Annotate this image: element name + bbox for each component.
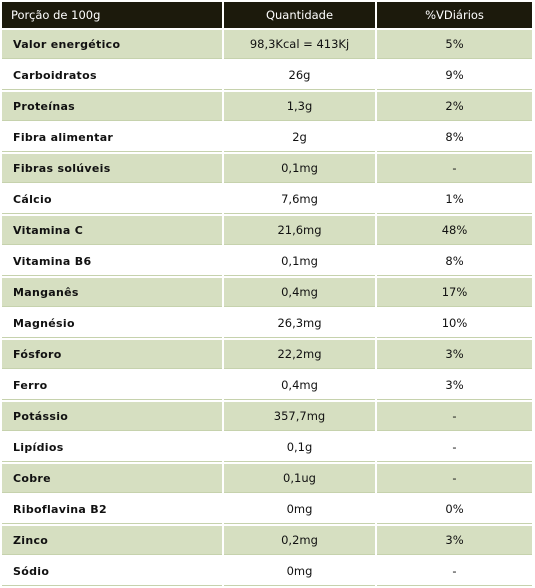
table-row: Carboidratos 26g 9% — [2, 61, 532, 90]
table-row: Magnésio 26,3mg 10% — [2, 309, 532, 338]
nutrient-daily-value: 5% — [377, 30, 532, 59]
table-row: Lipídios 0,1g - — [2, 433, 532, 462]
nutrient-name: Magnésio — [2, 309, 222, 338]
nutrient-daily-value: 48% — [377, 216, 532, 245]
header-quantity: Quantidade — [224, 2, 375, 28]
nutrient-daily-value: 10% — [377, 309, 532, 338]
nutrient-name: Cálcio — [2, 185, 222, 214]
nutrient-daily-value: 3% — [377, 340, 532, 369]
nutrient-name: Fósforo — [2, 340, 222, 369]
nutrient-daily-value: 9% — [377, 61, 532, 90]
nutrient-daily-value: - — [377, 154, 532, 183]
table-row: Manganês 0,4mg 17% — [2, 278, 532, 307]
nutrient-name: Fibra alimentar — [2, 123, 222, 152]
table-row: Proteínas 1,3g 2% — [2, 92, 532, 121]
table-row: Fibras solúveis 0,1mg - — [2, 154, 532, 183]
nutrient-daily-value: 8% — [377, 247, 532, 276]
nutrient-name: Zinco — [2, 526, 222, 555]
nutrient-name: Lipídios — [2, 433, 222, 462]
nutrient-quantity: 0,1g — [224, 433, 375, 462]
nutrient-quantity: 0,1mg — [224, 154, 375, 183]
nutrient-name: Proteínas — [2, 92, 222, 121]
table-row: Zinco 0,2mg 3% — [2, 526, 532, 555]
table-body: Valor energético 98,3Kcal = 413Kj 5% Car… — [2, 30, 532, 586]
table-row: Potássio 357,7mg - — [2, 402, 532, 431]
nutrient-name: Sódio — [2, 557, 222, 586]
nutrient-daily-value: 2% — [377, 92, 532, 121]
nutrient-quantity: 0,1ug — [224, 464, 375, 493]
nutrient-daily-value: - — [377, 433, 532, 462]
nutrient-quantity: 21,6mg — [224, 216, 375, 245]
table-row: Riboflavina B2 0mg 0% — [2, 495, 532, 524]
nutrient-daily-value: 3% — [377, 526, 532, 555]
table-row: Ferro 0,4mg 3% — [2, 371, 532, 400]
nutrient-quantity: 357,7mg — [224, 402, 375, 431]
nutrient-name: Vitamina C — [2, 216, 222, 245]
nutrient-daily-value: 0% — [377, 495, 532, 524]
table-row: Sódio 0mg - — [2, 557, 532, 586]
nutrient-quantity: 0,1mg — [224, 247, 375, 276]
nutrient-daily-value: - — [377, 402, 532, 431]
nutrient-quantity: 98,3Kcal = 413Kj — [224, 30, 375, 59]
nutrient-name: Cobre — [2, 464, 222, 493]
table-row: Vitamina B6 0,1mg 8% — [2, 247, 532, 276]
header-daily-value: %VDiários — [377, 2, 532, 28]
nutrient-name: Potássio — [2, 402, 222, 431]
nutrient-quantity: 0,2mg — [224, 526, 375, 555]
nutrient-daily-value: 8% — [377, 123, 532, 152]
nutrient-name: Riboflavina B2 — [2, 495, 222, 524]
nutrient-quantity: 0mg — [224, 557, 375, 586]
table-row: Cobre 0,1ug - — [2, 464, 532, 493]
nutrient-quantity: 1,3g — [224, 92, 375, 121]
nutrient-quantity: 22,2mg — [224, 340, 375, 369]
nutrient-daily-value: - — [377, 557, 532, 586]
nutrient-quantity: 2g — [224, 123, 375, 152]
nutrient-quantity: 26,3mg — [224, 309, 375, 338]
table-row: Valor energético 98,3Kcal = 413Kj 5% — [2, 30, 532, 59]
nutrient-daily-value: 1% — [377, 185, 532, 214]
nutrient-quantity: 0,4mg — [224, 371, 375, 400]
table-header-row: Porção de 100g Quantidade %VDiários — [2, 2, 532, 28]
nutrient-daily-value: - — [377, 464, 532, 493]
table-row: Fósforo 22,2mg 3% — [2, 340, 532, 369]
table-row: Fibra alimentar 2g 8% — [2, 123, 532, 152]
table-row: Cálcio 7,6mg 1% — [2, 185, 532, 214]
nutrient-daily-value: 3% — [377, 371, 532, 400]
nutrient-quantity: 26g — [224, 61, 375, 90]
nutrient-quantity: 0,4mg — [224, 278, 375, 307]
header-portion: Porção de 100g — [2, 2, 222, 28]
nutrient-name: Valor energético — [2, 30, 222, 59]
nutrient-quantity: 0mg — [224, 495, 375, 524]
nutrient-name: Manganês — [2, 278, 222, 307]
nutrient-name: Fibras solúveis — [2, 154, 222, 183]
nutrient-name: Carboidratos — [2, 61, 222, 90]
nutrient-quantity: 7,6mg — [224, 185, 375, 214]
nutrient-name: Vitamina B6 — [2, 247, 222, 276]
nutrient-name: Ferro — [2, 371, 222, 400]
nutrient-daily-value: 17% — [377, 278, 532, 307]
table-row: Vitamina C 21,6mg 48% — [2, 216, 532, 245]
